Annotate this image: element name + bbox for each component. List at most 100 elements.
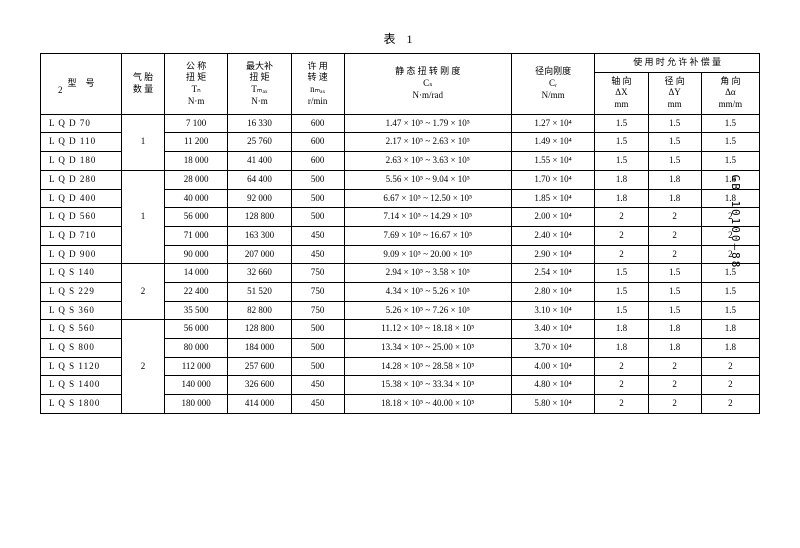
cell-tn: 56 000	[165, 208, 228, 227]
cell-dy: 2	[648, 376, 701, 395]
table-title: 表 1	[40, 30, 760, 47]
cell-model: L Q S 360	[41, 301, 122, 320]
cell-dy: 1.8	[648, 320, 701, 339]
cell-model: L Q D 900	[41, 245, 122, 264]
cell-da: 1.5	[701, 301, 759, 320]
cell-dy: 1.5	[648, 152, 701, 171]
cell-nmax: 600	[291, 152, 344, 171]
cell-cr: 1.70 × 10⁴	[511, 170, 595, 189]
cell-tmax: 32 660	[228, 264, 291, 283]
cell-tmax: 207 000	[228, 245, 291, 264]
cell-tmax: 92 000	[228, 189, 291, 208]
cell-dy: 2	[648, 208, 701, 227]
cell-cr: 2.00 × 10⁴	[511, 208, 595, 227]
cell-cs: 6.67 × 10⁵ ~ 12.50 × 10⁵	[344, 189, 511, 208]
cell-cs: 7.14 × 10⁵ ~ 14.29 × 10⁵	[344, 208, 511, 227]
l: 径 向	[651, 76, 699, 88]
cell-tn: 56 000	[165, 320, 228, 339]
cell-model: L Q S 140	[41, 264, 122, 283]
cell-tn: 18 000	[165, 152, 228, 171]
cell-model: L Q S 229	[41, 282, 122, 301]
page-marker: 2	[58, 85, 63, 95]
cell-cs: 2.94 × 10⁵ ~ 3.58 × 10⁵	[344, 264, 511, 283]
cell-tmax: 128 800	[228, 320, 291, 339]
l: N·m	[230, 96, 288, 108]
cell-cr: 1.55 × 10⁴	[511, 152, 595, 171]
table-row: L Q D 7017 10016 3306001.47 × 10⁵ ~ 1.79…	[41, 114, 760, 133]
th-tmax: 最大补 扭 矩 Tₘₐₓ N·m	[228, 54, 291, 115]
cell-cs: 14.28 × 10⁵ ~ 28.58 × 10⁵	[344, 357, 511, 376]
cell-dx: 1.5	[595, 133, 648, 152]
cell-cr: 4.80 × 10⁴	[511, 376, 595, 395]
l: Cᵣ	[514, 78, 593, 90]
cell-qty: 1	[122, 114, 165, 170]
cell-cr: 5.80 × 10⁴	[511, 395, 595, 414]
table-row: L Q S 560256 000128 80050011.12 × 10⁵ ~ …	[41, 320, 760, 339]
cell-dx: 2	[595, 376, 648, 395]
cell-tn: 40 000	[165, 189, 228, 208]
cell-cr: 3.40 × 10⁴	[511, 320, 595, 339]
cell-nmax: 450	[291, 226, 344, 245]
l: 轴 向	[597, 76, 645, 88]
cell-dx: 2	[595, 208, 648, 227]
cell-da: 2	[701, 357, 759, 376]
l: 角 向	[704, 76, 757, 88]
l: ΔY	[651, 87, 699, 99]
cell-dy: 1.5	[648, 264, 701, 283]
cell-dx: 2	[595, 357, 648, 376]
cell-nmax: 450	[291, 376, 344, 395]
cell-tmax: 163 300	[228, 226, 291, 245]
cell-cr: 3.70 × 10⁴	[511, 339, 595, 358]
cell-dy: 2	[648, 226, 701, 245]
cell-tmax: 184 000	[228, 339, 291, 358]
cell-cr: 2.40 × 10⁴	[511, 226, 595, 245]
cell-tmax: 64 400	[228, 170, 291, 189]
th-dx: 轴 向 ΔX mm	[595, 72, 648, 114]
cell-dx: 1.8	[595, 339, 648, 358]
cell-cs: 5.56 × 10⁵ ~ 9.04 × 10⁵	[344, 170, 511, 189]
cell-nmax: 500	[291, 189, 344, 208]
l: N/mm	[514, 90, 593, 102]
th-cs: 静 态 扭 转 刚 度 Cₛ N·m/rad	[344, 54, 511, 115]
cell-tn: 180 000	[165, 395, 228, 414]
th-dy: 径 向 ΔY mm	[648, 72, 701, 114]
cell-cs: 2.63 × 10⁵ ~ 3.63 × 10⁵	[344, 152, 511, 171]
cell-model: L Q S 560	[41, 320, 122, 339]
cell-cs: 1.47 × 10⁵ ~ 1.79 × 10⁵	[344, 114, 511, 133]
cell-nmax: 750	[291, 264, 344, 283]
cell-tmax: 326 600	[228, 376, 291, 395]
spec-table: 型 号 气 胎 数 量 公 称 扭 矩 Tₙ N·m 最大补 扭 矩 Tₘₐₓ …	[40, 53, 760, 414]
cell-model: L Q D 400	[41, 189, 122, 208]
cell-da: 1.5	[701, 282, 759, 301]
l: mm	[597, 99, 645, 111]
cell-dx: 2	[595, 245, 648, 264]
cell-model: L Q S 1400	[41, 376, 122, 395]
cell-model: L Q D 560	[41, 208, 122, 227]
standard-label: GB 10100—88	[729, 174, 742, 269]
cell-cr: 1.27 × 10⁴	[511, 114, 595, 133]
cell-qty: 2	[122, 264, 165, 320]
cell-cr: 2.90 × 10⁴	[511, 245, 595, 264]
th-qty: 气 胎 数 量	[122, 54, 165, 115]
cell-cs: 2.17 × 10⁵ ~ 2.63 × 10⁵	[344, 133, 511, 152]
cell-nmax: 750	[291, 282, 344, 301]
th-nmax: 许 用 转 速 nₘₐₓ r/min	[291, 54, 344, 115]
cell-tn: 7 100	[165, 114, 228, 133]
cell-cs: 15.38 × 10⁵ ~ 33.34 × 10⁵	[344, 376, 511, 395]
cell-cr: 1.49 × 10⁴	[511, 133, 595, 152]
cell-tmax: 16 330	[228, 114, 291, 133]
cell-dx: 1.5	[595, 114, 648, 133]
cell-tn: 28 000	[165, 170, 228, 189]
cell-tmax: 25 760	[228, 133, 291, 152]
table-row: L Q S 140214 00032 6607502.94 × 10⁵ ~ 3.…	[41, 264, 760, 283]
cell-tn: 35 500	[165, 301, 228, 320]
cell-da: 1.8	[701, 320, 759, 339]
cell-cs: 13.34 × 10⁵ ~ 25.00 × 10⁵	[344, 339, 511, 358]
l: r/min	[294, 96, 342, 108]
cell-qty: 2	[122, 320, 165, 413]
l: N·m	[167, 96, 225, 108]
cell-tmax: 414 000	[228, 395, 291, 414]
cell-model: L Q S 1800	[41, 395, 122, 414]
cell-dy: 1.5	[648, 301, 701, 320]
l: Tₙ	[167, 84, 225, 96]
